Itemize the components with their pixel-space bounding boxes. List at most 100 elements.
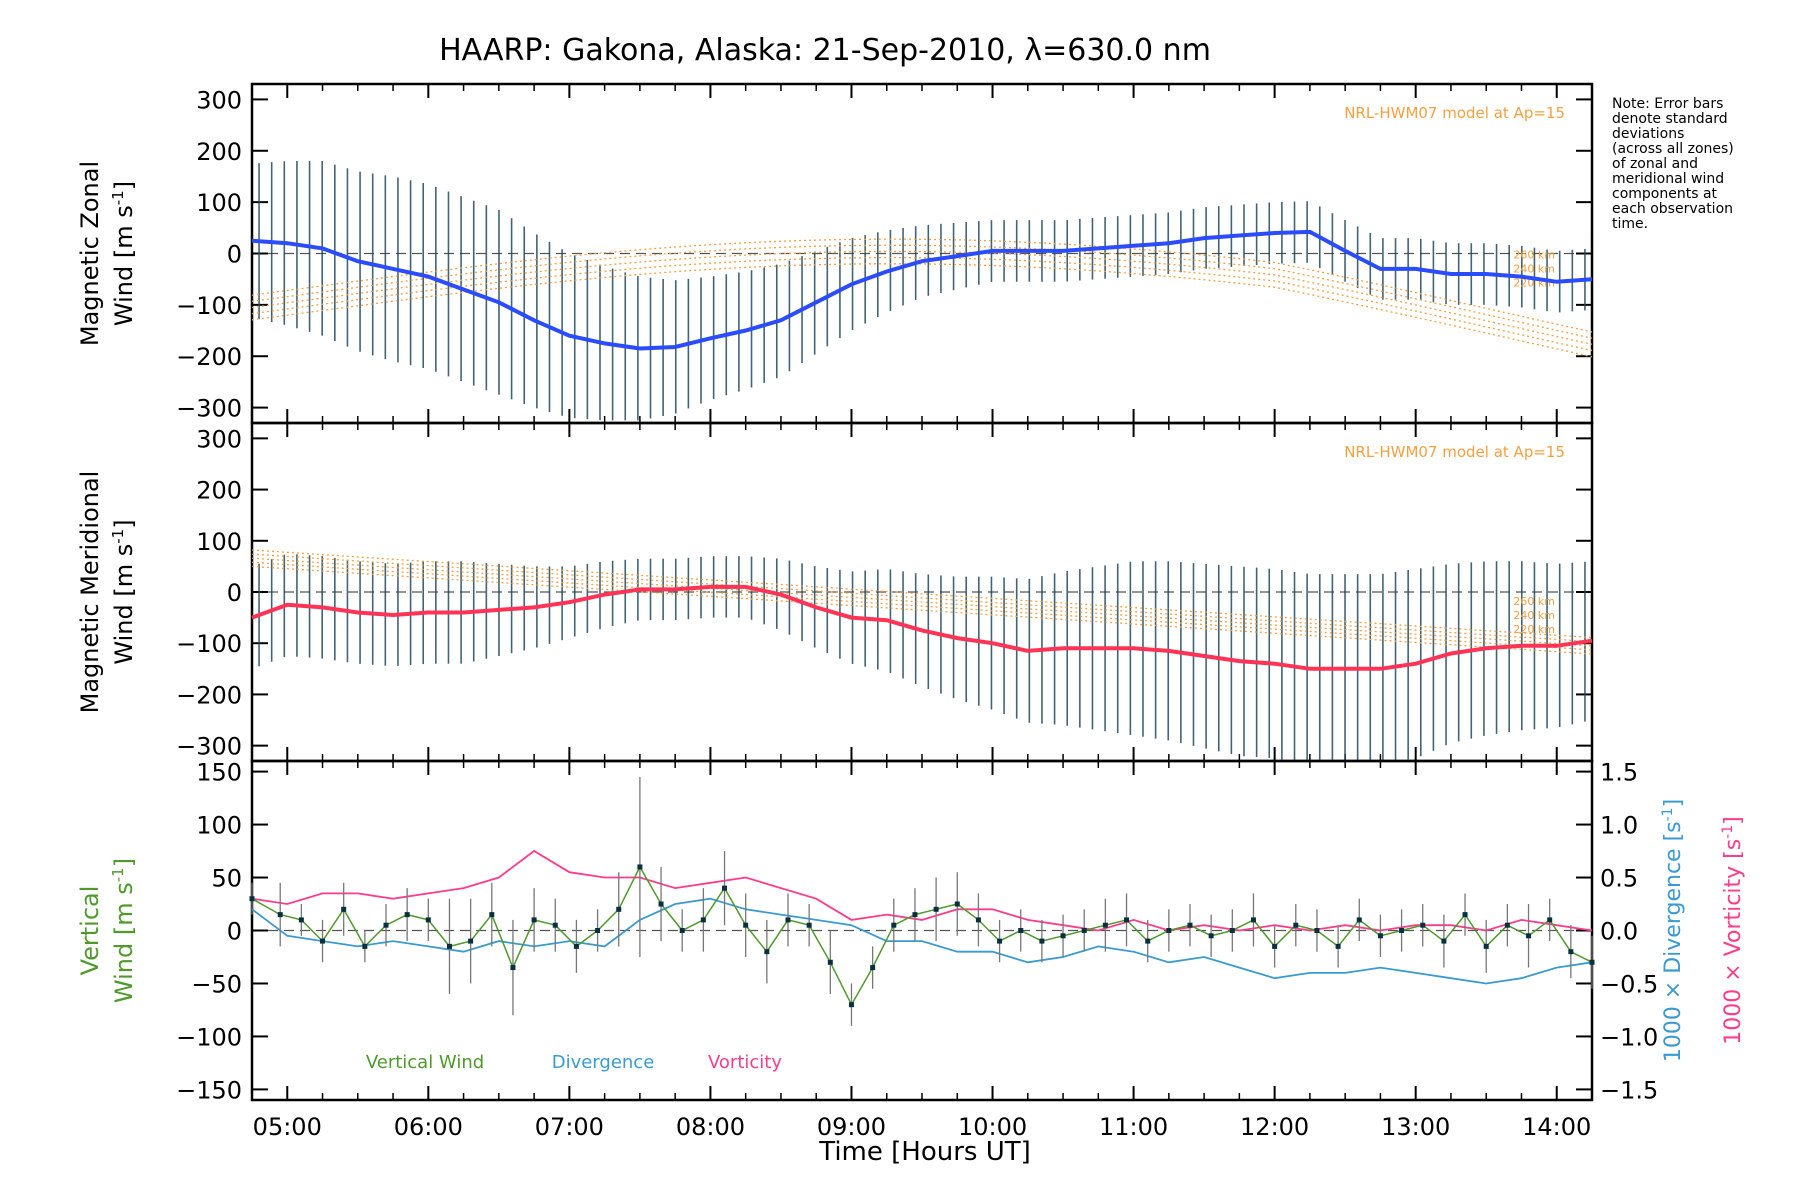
vertical-wind-point [1462, 912, 1468, 918]
vertical-wind-point [1145, 938, 1151, 944]
note-line: of zonal and [1612, 156, 1698, 172]
y-right-tick-label: 0.0 [1600, 918, 1638, 946]
x-tick-label: 08:00 [676, 1113, 745, 1141]
vertical-wind-point [1335, 943, 1341, 949]
x-tick-label: 11:00 [1099, 1113, 1168, 1141]
vertical-wind-point [870, 965, 876, 971]
vertical-wind-point [1399, 928, 1405, 933]
y-tick-label: 0 [227, 918, 242, 946]
svg-text:Magnetic Zonal: Magnetic Zonal [76, 161, 104, 346]
model-curve [251, 553, 1593, 643]
x-tick-label: 10:00 [958, 1113, 1027, 1141]
note-line: Note: Error bars [1612, 96, 1723, 112]
vertical-wind-point [827, 959, 833, 965]
vertical-wind-point [1124, 917, 1130, 923]
vertical-wind-point [573, 943, 579, 949]
vertical-wind-point [362, 943, 368, 949]
vertical-wind-point [1483, 943, 1489, 949]
vertical-wind-point [658, 901, 664, 907]
model-curve [251, 263, 1593, 358]
vertical-wind-series [249, 776, 1595, 1026]
x-tick-label: 12:00 [1240, 1113, 1309, 1141]
vertical-wind-point [277, 912, 283, 918]
vertical-wind-point [743, 922, 749, 928]
vertical-wind-point [1526, 933, 1532, 939]
note-line: meridional wind [1612, 171, 1724, 187]
y-axis-label: Vertical Wind [m s-1] [76, 858, 138, 1003]
chart-title: HAARP: Gakona, Alaska: 21-Sep-2010, λ=63… [439, 33, 1211, 68]
vertical-wind-point [700, 917, 706, 923]
error-bars [258, 161, 1586, 421]
vertical-wind-point [1441, 938, 1447, 944]
x-tick-label: 13:00 [1381, 1113, 1450, 1141]
vertical-wind-point [1547, 917, 1553, 923]
model-altitude-label: 260 km [1513, 249, 1555, 262]
model-curves [251, 549, 1593, 655]
vertical-wind-point [616, 906, 622, 912]
svg-text:Wind [m s-1]: Wind [m s-1] [109, 858, 138, 1003]
model-curve [251, 244, 1593, 339]
y-tick-label: −200 [176, 681, 242, 709]
meridional-wind-line [251, 584, 1593, 671]
y-axis-label: Magnetic Meridional Wind [m s-1] [76, 471, 138, 714]
svg-text:Wind [m s-1]: Wind [m s-1] [109, 181, 138, 326]
y-tick-label: 150 [196, 759, 242, 787]
model-curve [251, 565, 1593, 655]
y-tick-label: −300 [176, 733, 242, 761]
vertical-wind-point [954, 901, 960, 907]
panel-zonal: 300 200 100 0 −100 −200 −300 Magnetic Zonal Wind… [76, 82, 1594, 425]
y-tick-label: −150 [176, 1076, 242, 1104]
svg-text:Vertical: Vertical [76, 886, 104, 976]
model-curve [251, 549, 1593, 639]
vertical-wind-point [341, 906, 347, 912]
vertical-wind-point [785, 917, 791, 923]
vertical-wind-point [764, 949, 770, 955]
note-line: denote standard [1612, 111, 1728, 127]
vertical-wind-point [912, 912, 918, 918]
vertical-wind-point [1229, 928, 1235, 933]
x-tick-label: 06:00 [394, 1113, 463, 1141]
model-curves [251, 238, 1593, 358]
model-curve [251, 561, 1593, 651]
y-tick-label: −100 [176, 1023, 242, 1051]
model-curve [251, 557, 1593, 647]
y-tick-label: 200 [196, 138, 242, 166]
vertical-wind-point [383, 922, 389, 928]
model-altitude-label: 260 km [1513, 595, 1555, 608]
x-tick-label: 09:00 [817, 1113, 886, 1141]
legend-entry: Vertical Wind [366, 1052, 484, 1073]
y-tick-label: 50 [211, 865, 242, 893]
y-tick-label: 100 [196, 189, 242, 217]
model-altitude-label: 240 km [1513, 263, 1555, 276]
vertical-wind-point [933, 906, 939, 912]
error-bars [258, 554, 1586, 761]
vertical-wind-point [552, 922, 558, 928]
vertical-wind-point [1377, 933, 1383, 939]
x-axis-label: Time [Hours UT] [818, 1137, 1031, 1167]
model-curve [251, 256, 1593, 352]
vertical-wind-point [1589, 959, 1595, 965]
y-axis-label: Magnetic Zonal Wind [m s-1] [76, 161, 138, 346]
x-tick-label: 07:00 [535, 1113, 604, 1141]
vertical-wind-point [891, 922, 897, 928]
y-right-tick-label: −0.5 [1600, 970, 1658, 998]
divergence-axis-label: 1000 × Divergence [s-1] [1660, 799, 1686, 1062]
legend-entry: Divergence [552, 1052, 655, 1073]
vertical-wind-point [679, 928, 685, 933]
y-right-tick-label: 0.5 [1600, 865, 1638, 893]
svg-text:1000 × Divergence [s-1]: 1000 × Divergence [s-1] [1660, 799, 1686, 1062]
note-line: time. [1612, 216, 1648, 232]
vertical-wind-point [249, 896, 255, 902]
y-tick-label: 300 [196, 86, 242, 114]
model-altitude-label: 220 km [1513, 623, 1555, 636]
panel-meridional: 300 200 100 0 −100 −200 −300 Magnetic Meridiona… [76, 421, 1594, 763]
y-tick-label: −100 [176, 630, 242, 658]
vertical-wind-point [320, 938, 326, 944]
note-line: (across all zones) [1612, 141, 1734, 157]
vertical-wind-point [1250, 917, 1256, 923]
model-label: NRL-HWM07 model at Ap=15 [1344, 443, 1565, 461]
x-tick-label: 14:00 [1522, 1113, 1591, 1141]
vertical-wind-line [251, 865, 1593, 1007]
divergence-line [251, 897, 1593, 985]
